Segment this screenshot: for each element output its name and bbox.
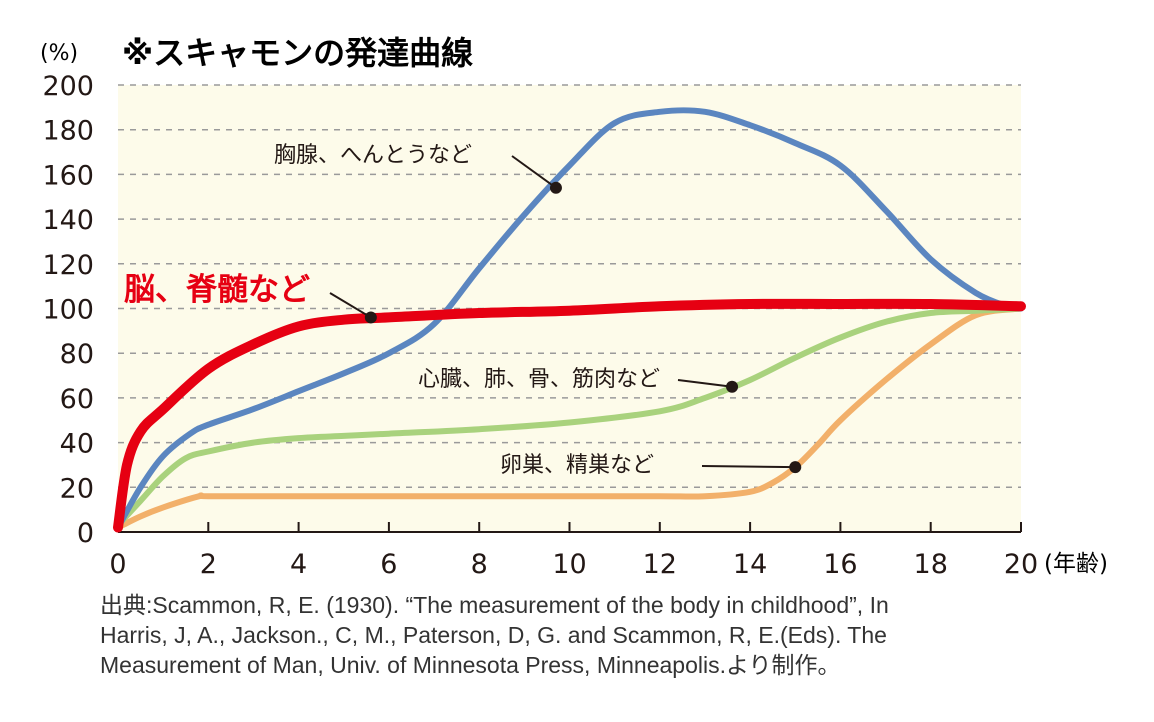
- x-tick-label: 6: [380, 549, 397, 580]
- x-tick-label: 14: [733, 549, 767, 580]
- x-tick-label: 4: [290, 549, 307, 580]
- series-line-heart: [115, 305, 1024, 529]
- source-citation: 出典:Scammon, R, E. (1930). “The measureme…: [100, 590, 1140, 680]
- series-marker-ovary: [789, 461, 802, 474]
- y-tick-label: 180: [42, 116, 94, 147]
- source-line: 出典:Scammon, R, E. (1930). “The measureme…: [100, 592, 889, 618]
- x-tick-label: 18: [914, 549, 948, 580]
- series-line-ovary: [115, 305, 1024, 531]
- series-label-thymus: 胸腺、へんとうなど: [274, 143, 472, 168]
- y-tick-label: 20: [60, 473, 94, 504]
- source-line: Harris, J, A., Jackson., C, M., Paterson…: [100, 622, 887, 648]
- series-line-brain: [113, 298, 1026, 533]
- x-tick-label: 16: [823, 549, 857, 580]
- tick-labels: 0 20 40 60 80 100 120 140 160 180 200 0 2 4 6 8 10 12 14 16…: [42, 71, 1038, 580]
- y-unit-label: (%): [40, 41, 78, 66]
- y-tick-label: 80: [60, 339, 94, 370]
- x-tick-label: 2: [200, 549, 217, 580]
- chart-title: ※スキャモンの発達曲線: [122, 34, 473, 72]
- y-tick-label: 60: [60, 384, 94, 415]
- leader-line: [677, 379, 733, 388]
- y-tick-label: 140: [42, 205, 94, 236]
- x-tick-label: 0: [109, 549, 126, 580]
- x-tick-label: 12: [643, 549, 677, 580]
- series-lines: [113, 107, 1026, 533]
- series-marker-heart: [726, 380, 739, 393]
- y-tick-label: 40: [60, 429, 94, 460]
- leader-line: [511, 155, 557, 189]
- series-label-ovary: 卵巣、精巣など: [500, 453, 654, 478]
- series-label-brain: 脳、脊髄など: [124, 272, 310, 308]
- source-line: Measurement of Man, Univ. of Minnesota P…: [100, 652, 841, 678]
- label-leaders: [329, 155, 802, 474]
- series-line-thymus: [115, 107, 1024, 531]
- x-tick-label: 20: [1004, 549, 1038, 580]
- x-tick-label: 8: [471, 549, 488, 580]
- series-marker-brain: [364, 311, 377, 324]
- y-tick-label: 160: [42, 160, 94, 191]
- y-tick-label: 120: [42, 250, 94, 281]
- axes: [118, 522, 1022, 533]
- x-tick-label: 10: [552, 549, 586, 580]
- y-tick-label: 100: [42, 295, 94, 326]
- series-marker-thymus: [549, 181, 562, 194]
- leader-line: [701, 465, 796, 469]
- leader-line: [329, 292, 372, 319]
- y-tick-label: 0: [77, 518, 94, 549]
- y-tick-label: 200: [42, 71, 94, 102]
- x-axis-label: (年齢): [1044, 551, 1108, 577]
- series-label-heart: 心臓、肺、骨、筋肉など: [418, 367, 660, 392]
- growth-curve-chart: 0 20 40 60 80 100 120 140 160 180 200 0 2 4 6 8 10 12 14 16…: [40, 34, 1108, 580]
